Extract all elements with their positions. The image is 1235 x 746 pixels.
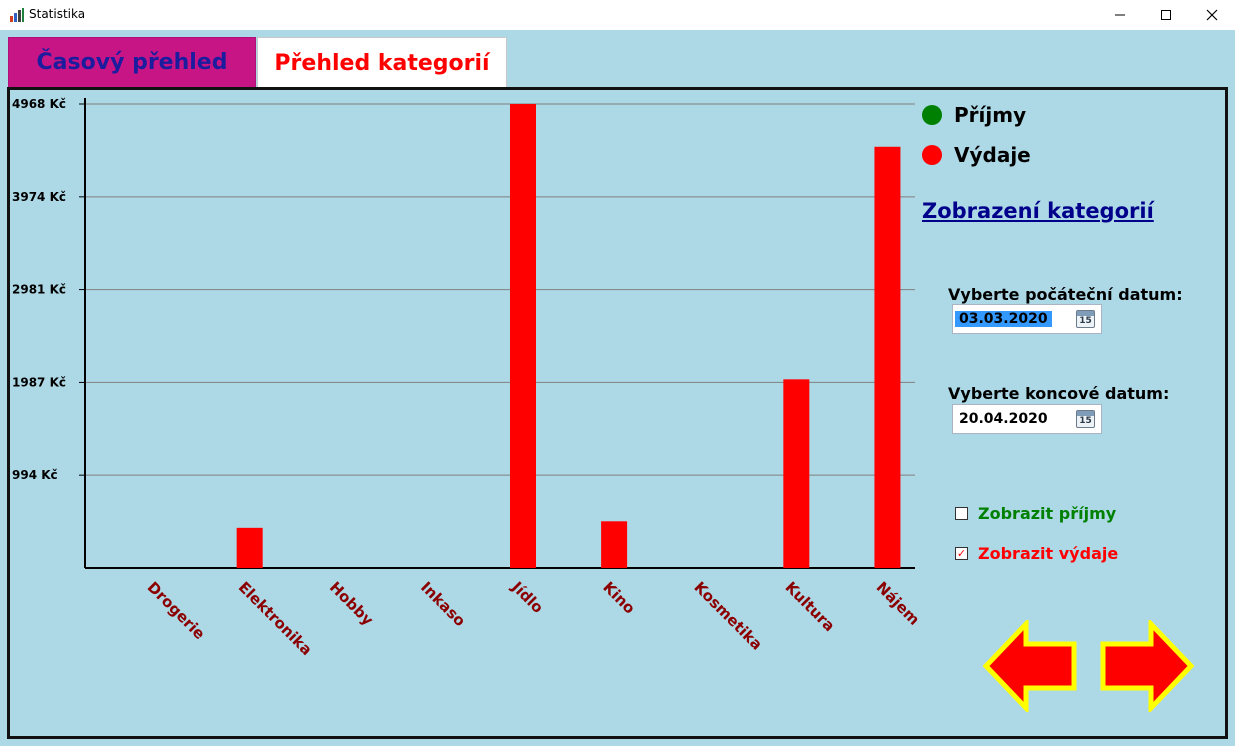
start-date-value[interactable]: 03.03.2020 xyxy=(955,311,1052,327)
category-label: Jídlo xyxy=(507,577,547,617)
category-label: Elektronika xyxy=(235,578,316,659)
window-titlebar: Statistika xyxy=(0,0,1235,30)
bar xyxy=(874,146,901,568)
minimize-icon xyxy=(1115,14,1125,16)
show-income-checkbox[interactable] xyxy=(955,507,968,520)
category-label: Kultura xyxy=(782,578,839,635)
content-panel xyxy=(7,87,1228,739)
maximize-button[interactable] xyxy=(1143,0,1189,30)
y-tick-label: 2981 Kč xyxy=(12,283,66,297)
bar xyxy=(236,527,263,568)
category-label: Inkaso xyxy=(417,578,469,630)
arrow-left-icon xyxy=(982,620,1077,712)
bar xyxy=(601,521,628,568)
previous-button[interactable] xyxy=(982,620,1078,712)
arrow-right-icon xyxy=(1100,620,1195,712)
legend-dot-green xyxy=(922,105,942,125)
calendar-icon[interactable]: 15 xyxy=(1076,410,1095,428)
end-date-picker[interactable]: 20.04.2020 15 xyxy=(952,404,1102,434)
end-date-label: Vyberte koncové datum: xyxy=(948,384,1170,403)
show-expense-label[interactable]: Zobrazit výdaje xyxy=(978,544,1119,563)
calendar-icon[interactable]: 15 xyxy=(1076,310,1095,328)
category-label: Drogerie xyxy=(144,578,209,643)
minimize-button[interactable] xyxy=(1097,0,1143,30)
tab-category-overview[interactable]: Přehled kategorií xyxy=(257,37,507,88)
window-title: Statistika xyxy=(29,7,86,21)
show-income-label[interactable]: Zobrazit příjmy xyxy=(978,504,1117,523)
show-expense-checkbox[interactable]: ✓ xyxy=(955,547,968,560)
tab-time-overview[interactable]: Časový přehled xyxy=(8,37,256,88)
show-expense-checkbox-row[interactable]: ✓ Zobrazit výdaje xyxy=(955,544,1118,563)
y-tick-label: 1987 Kč xyxy=(12,375,66,389)
category-label: Kosmetika xyxy=(690,578,766,654)
bar-chart-app-icon xyxy=(10,8,24,22)
y-tick-label: 994 Kč xyxy=(12,468,58,482)
start-date-picker[interactable]: 03.03.2020 15 xyxy=(952,304,1102,334)
y-tick-label: 3974 Kč xyxy=(12,190,66,204)
category-label: Kino xyxy=(599,578,638,617)
legend-expense-label: Výdaje xyxy=(954,143,1031,167)
next-button[interactable] xyxy=(1099,620,1195,712)
close-button[interactable] xyxy=(1189,0,1235,30)
maximize-icon xyxy=(1161,10,1171,20)
bar xyxy=(510,104,536,568)
show-categories-link[interactable]: Zobrazení kategorií xyxy=(922,199,1154,223)
legend-income-label: Příjmy xyxy=(954,103,1027,127)
bar xyxy=(783,379,810,568)
category-label: Nájem xyxy=(873,578,920,629)
end-date-value[interactable]: 20.04.2020 xyxy=(959,411,1048,427)
legend-dot-red xyxy=(922,145,942,165)
category-label: Hobby xyxy=(326,578,377,629)
legend-income: Příjmy xyxy=(922,103,1026,127)
y-tick-label: 4968 Kč xyxy=(12,97,66,111)
show-income-checkbox-row[interactable]: Zobrazit příjmy xyxy=(955,504,1116,523)
legend-expense: Výdaje xyxy=(922,143,1031,167)
category-bar-chart: 4968 Kč 3974 Kč 2981 Kč 1987 Kč 994 Kč Droger… xyxy=(12,97,920,659)
start-date-label: Vyberte počáteční datum: xyxy=(948,285,1183,304)
close-icon xyxy=(1206,9,1218,21)
